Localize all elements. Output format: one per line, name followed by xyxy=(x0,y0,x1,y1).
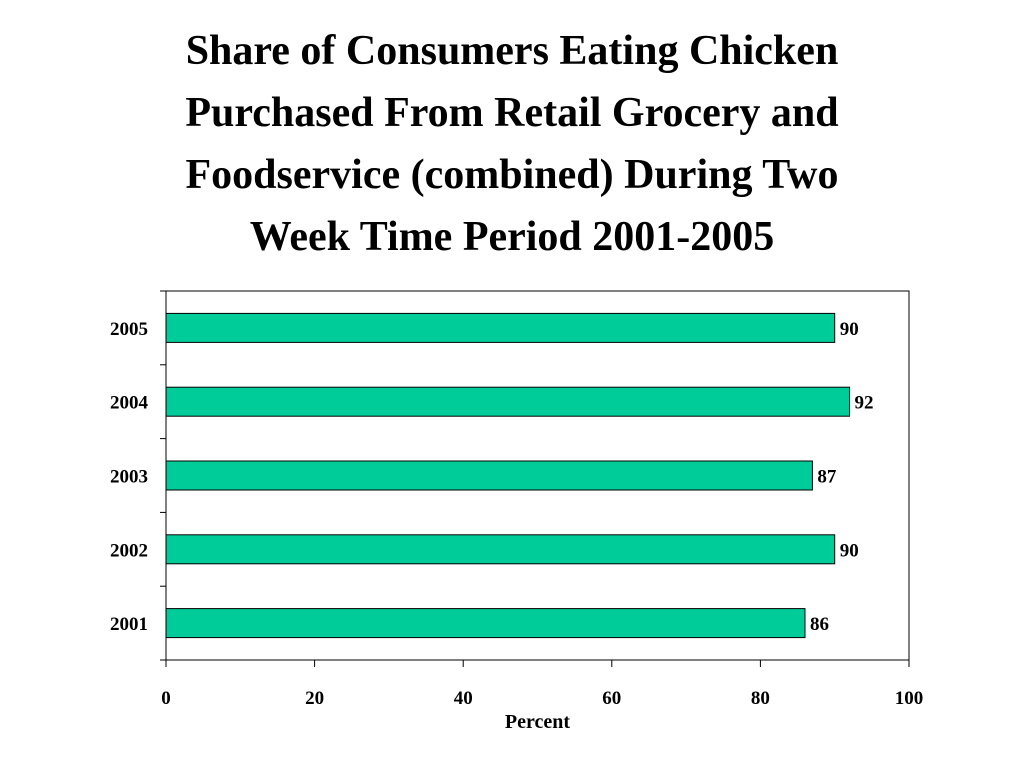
x-axis: 0 20 40 60 80 100 xyxy=(161,660,923,709)
x-tick-label-60: 60 xyxy=(602,688,621,709)
x-tick-label-100: 100 xyxy=(895,688,924,709)
bars-group xyxy=(165,312,851,639)
data-label-2002: 90 xyxy=(840,540,859,561)
data-labels-group: 90 92 87 90 86 xyxy=(810,319,874,635)
chart-title-line: Week Time Period 2001-2005 xyxy=(249,214,775,260)
y-tick-label-2005: 2005 xyxy=(110,319,148,340)
bar-2005 xyxy=(165,312,836,343)
x-tick-label-80: 80 xyxy=(751,688,770,709)
data-label-2003: 87 xyxy=(817,467,837,488)
data-label-2001: 86 xyxy=(810,614,829,635)
chart-title-line: Purchased From Retail Grocery and xyxy=(185,90,839,136)
x-tick-label-20: 20 xyxy=(305,688,324,709)
y-tick-label-2003: 2003 xyxy=(110,467,148,488)
x-tick-label-0: 0 xyxy=(161,688,171,709)
y-axis: 2005 2004 2003 2002 2001 xyxy=(110,290,166,661)
chart-title-line: Share of Consumers Eating Chicken xyxy=(185,28,839,74)
data-label-2005: 90 xyxy=(840,319,859,340)
bar-2003 xyxy=(165,460,813,491)
x-axis-title: Percent xyxy=(505,711,570,733)
y-tick-label-2002: 2002 xyxy=(110,540,148,561)
bar-2002 xyxy=(165,534,836,565)
y-tick-label-2001: 2001 xyxy=(110,614,148,635)
bar-2001 xyxy=(165,608,806,639)
data-label-2004: 92 xyxy=(855,393,874,414)
x-tick-label-40: 40 xyxy=(454,688,473,709)
y-tick-label-2004: 2004 xyxy=(110,393,149,414)
chart-title: Share of Consumers Eating Chicken Purcha… xyxy=(60,20,964,268)
bar-2004 xyxy=(165,386,851,417)
chart-title-line: Foodservice (combined) During Two xyxy=(185,152,839,198)
